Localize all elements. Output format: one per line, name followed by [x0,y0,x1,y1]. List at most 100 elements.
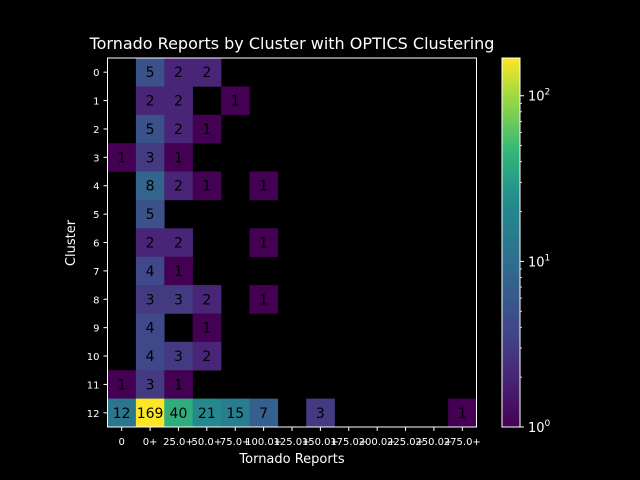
heatmap-cell [164,256,193,286]
heatmap-cell [135,313,165,343]
cell-value-label: 3 [174,349,183,365]
heatmap-cell [249,398,279,428]
x-axis-label: Tornado Reports [238,452,344,467]
x-tick-label: 175.0+ [330,437,367,448]
cell-value-label: 3 [146,150,155,166]
cell-value-label: 1 [259,236,268,252]
heatmap-cell [135,58,165,87]
y-tick-label: 9 [93,324,99,335]
heatmap-cell [164,398,193,428]
heatmap-cell [192,398,222,428]
cell-value-label: 1 [174,150,183,166]
heatmap-cell [135,370,165,399]
x-tick-label: 75.0+ [220,437,251,448]
cell-value-label: 21 [198,406,216,422]
cell-value-label: 1 [202,179,211,195]
heatmap-cell [164,228,193,257]
cell-value-label: 3 [146,377,155,393]
cell-value-label: 5 [146,122,155,138]
heatmap-cell [164,58,193,87]
heatmap-cell [192,313,222,343]
colorbar-tick-label: 100 [528,419,551,436]
cell-value-label: 2 [174,236,183,252]
cell-value-label: 4 [146,321,155,337]
heatmap-cell [192,285,222,314]
cell-value-label: 1 [231,94,240,110]
y-tick-label: 11 [87,380,100,391]
y-tick-label: 5 [93,210,99,221]
colorbar-tick-label: 102 [528,88,550,105]
cell-value-label: 12 [113,406,131,422]
colorbar-frame [501,57,521,428]
heatmap-cell [135,285,165,314]
cell-value-label: 8 [146,179,155,195]
cell-value-label: 1 [458,406,467,422]
cell-value-label: 2 [174,179,183,195]
heatmap-plot-area: 5 2 22 2 15 2 11 3 18 2 1 152 2 14 13 3 2 14 14 3 21 3 112 169 4… [87,57,481,448]
y-tick-label: 2 [93,125,99,136]
y-tick-label: 1 [93,97,99,108]
heatmap-cell [135,171,165,201]
heatmap-cell [192,58,222,87]
cell-value-label: 2 [174,122,183,138]
y-tick-label: 8 [93,295,99,306]
heatmap-cell [448,398,477,428]
cell-value-label: 3 [146,292,155,308]
x-tick-label: 150.0+ [302,437,339,448]
colorbar-gradient [502,58,520,427]
y-tick-label: 3 [93,153,99,164]
cell-value-label: 1 [174,377,183,393]
x-tick-label: 50.0+ [192,437,223,448]
heatmap-cell [164,370,193,399]
y-tick-label: 6 [93,239,99,250]
heatmap-cell [249,171,279,201]
heatmap-cell [164,171,193,201]
heatmap-cell [164,143,193,172]
y-tick-label: 4 [93,182,99,193]
heatmap-cell [164,114,193,144]
cell-value-label: 3 [174,292,183,308]
heatmap-cell [249,228,279,257]
x-tick-label: 250.0+ [415,437,452,448]
cell-value-label: 2 [146,94,155,110]
cell-value-label: 4 [146,264,155,280]
cell-value-label: 169 [137,406,164,422]
cell-value-label: 3 [316,406,325,422]
heatmap-cell [135,114,165,144]
x-tick-label: 100.0+ [245,437,282,448]
heatmap-cell [221,398,250,428]
heatmap-cell [192,114,222,144]
heatmap-cell [135,143,165,172]
heatmap-cell [192,341,222,371]
cell-value-label: 2 [146,236,155,252]
cell-value-label: 5 [146,207,155,223]
cell-value-label: 1 [117,377,126,393]
chart-title: Tornado Reports by Cluster with OPTICS C… [89,34,495,53]
cell-value-label: 1 [202,321,211,337]
cell-value-label: 2 [174,65,183,81]
heatmap-cell [107,143,137,172]
heatmap-cell [221,86,250,116]
cell-value-label: 1 [259,179,268,195]
heatmap-cell [164,341,193,371]
cell-value-label: 1 [174,264,183,280]
y-tick-label: 12 [87,409,100,420]
x-tick-label: 275.0+ [444,437,481,448]
cell-value-label: 5 [146,65,155,81]
cell-value-label: 40 [170,406,188,422]
heatmap-cell [192,171,222,201]
x-tick-label: 125.0+ [273,437,310,448]
cell-value-label: 15 [226,406,244,422]
x-tick-label: 0+ [143,437,158,448]
x-tick-label: 225.0+ [387,437,424,448]
x-tick-label: 25.0+ [163,437,194,448]
x-tick-label: 200.0+ [359,437,396,448]
heatmap-cell [249,285,279,314]
heatmap-cell [135,228,165,257]
colorbar-tick-label: 101 [528,253,550,270]
heatmap-cell [164,86,193,116]
y-tick-label: 7 [93,267,99,278]
cell-value-label: 1 [117,150,126,166]
y-axis-label: Cluster [64,219,79,266]
heatmap-cell [135,398,165,428]
